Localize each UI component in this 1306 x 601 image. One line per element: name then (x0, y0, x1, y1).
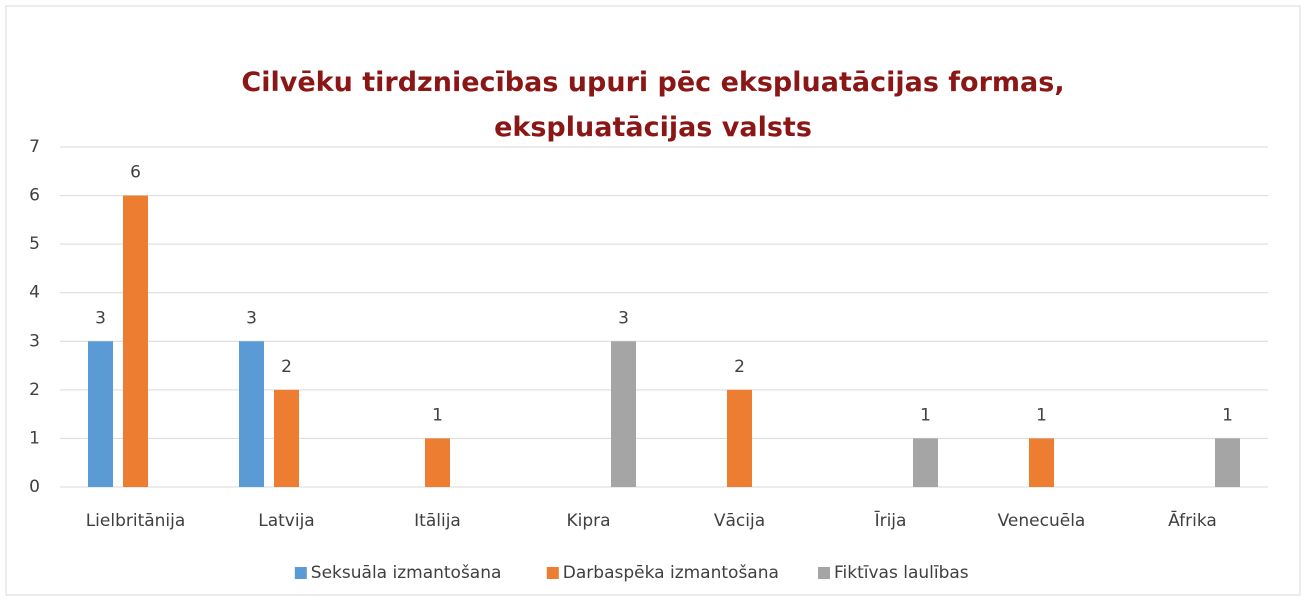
legend-label: Darbaspēka izmantošana (563, 563, 779, 583)
bar (913, 438, 938, 487)
y-tick-label: 2 (29, 380, 40, 400)
bar (727, 389, 752, 487)
x-tick-label: Venecuēla (998, 511, 1086, 531)
legend-swatch (818, 567, 830, 579)
bar (1215, 438, 1240, 487)
bar (88, 341, 113, 487)
bar (611, 341, 636, 487)
data-label: 1 (432, 405, 443, 425)
chart-border (5, 5, 1301, 596)
data-label: 1 (1222, 405, 1233, 425)
y-tick-label: 6 (29, 186, 40, 206)
data-label: 1 (1036, 405, 1047, 425)
x-tick-label: Lielbritānija (86, 511, 186, 531)
y-tick-label: 1 (29, 428, 40, 448)
legend-swatch (294, 567, 307, 579)
title-line: ekspluatācijas valsts (494, 112, 812, 143)
y-tick-label: 5 (29, 234, 40, 254)
data-label: 1 (920, 405, 931, 425)
data-label: 2 (281, 357, 292, 377)
x-tick-label: Āfrika (1168, 509, 1217, 531)
x-tick-label: Īrija (875, 509, 907, 531)
data-label: 2 (734, 357, 745, 377)
chart-title: Cilvēku tirdzniecības upuri pēc ekspluat… (241, 67, 1064, 143)
legend-label: Seksuāla izmantošana (311, 563, 502, 583)
legend-swatch (546, 567, 559, 579)
bar (274, 389, 299, 487)
data-label: 6 (130, 163, 141, 183)
bar (425, 438, 450, 487)
y-tick-label: 0 (29, 477, 40, 497)
data-label: 3 (95, 308, 106, 328)
legend-label: Fiktīvas laulības (834, 563, 969, 583)
title-line: Cilvēku tirdzniecības upuri pēc ekspluat… (241, 67, 1064, 98)
data-label: 3 (246, 308, 257, 328)
x-tick-label: Itālija (414, 511, 461, 531)
data-label: 3 (618, 308, 629, 328)
y-tick-label: 4 (29, 283, 40, 303)
bar (1029, 438, 1054, 487)
x-tick-label: Vācija (714, 511, 765, 531)
bar (239, 341, 264, 487)
bar (123, 195, 148, 488)
x-tick-label: Kipra (566, 511, 610, 531)
y-tick-label: 7 (29, 137, 40, 157)
y-tick-label: 3 (29, 331, 40, 351)
x-tick-label: Latvija (258, 511, 314, 531)
